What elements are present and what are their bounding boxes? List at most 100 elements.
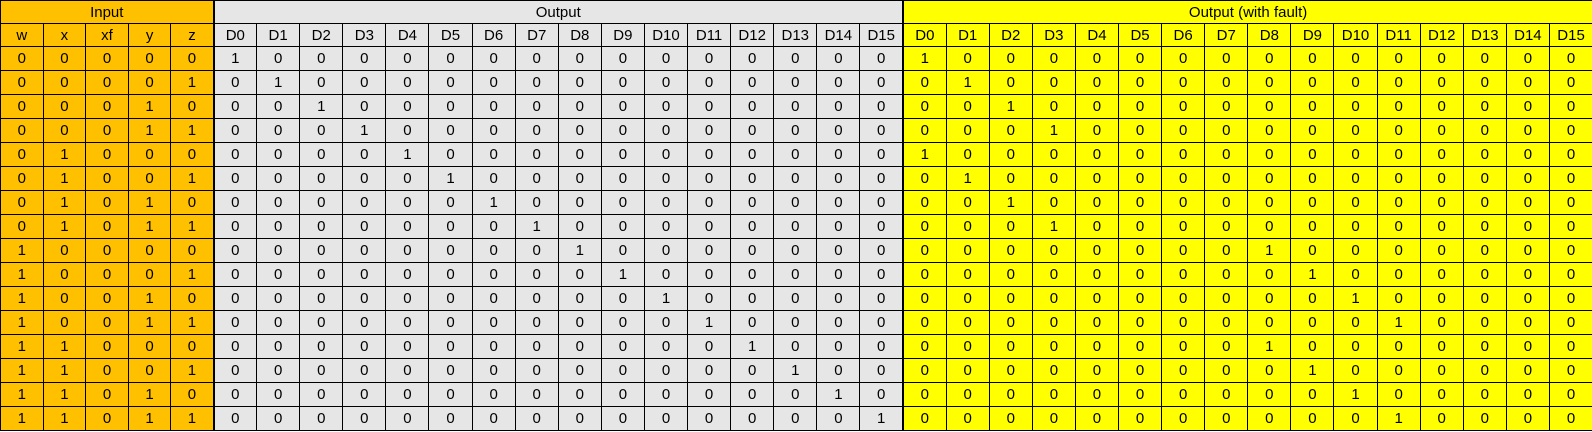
input-cell: 0 (85, 166, 129, 191)
output-cell: 0 (342, 190, 387, 215)
output-cell: 0 (643, 166, 689, 191)
fault-header-d7: D7 (1204, 23, 1249, 47)
output-cell: 0 (471, 46, 516, 71)
output-cell: 0 (299, 238, 344, 263)
output-cell: 0 (256, 166, 301, 191)
fault-cell: 0 (1031, 334, 1076, 359)
output-cell: 0 (514, 334, 559, 359)
input-cell: 1 (42, 358, 87, 383)
output-cell: 0 (212, 190, 258, 215)
fault-cell: 0 (1247, 118, 1292, 143)
input-cell: 0 (85, 358, 129, 383)
output-cell: 0 (385, 358, 430, 383)
input-cell: 1 (170, 214, 214, 239)
output-cell: 0 (773, 406, 818, 431)
fault-cell: 0 (1074, 286, 1120, 311)
fault-header-d14: D14 (1505, 23, 1550, 47)
fault-cell: 0 (1462, 262, 1507, 287)
output-cell: 0 (816, 310, 861, 335)
output-cell: 0 (730, 46, 775, 71)
output-cell: 0 (859, 286, 904, 311)
output-header-d4: D4 (385, 23, 430, 47)
input-cell: 0 (85, 70, 129, 95)
fault-cell: 0 (1074, 238, 1120, 263)
fault-cell: 0 (1419, 118, 1464, 143)
fault-cell: 1 (1376, 406, 1421, 431)
output-cell: 0 (212, 262, 258, 287)
output-cell: 0 (687, 358, 732, 383)
fault-cell: 0 (1548, 406, 1592, 431)
output-cell: 0 (643, 238, 689, 263)
fault-cell: 0 (1161, 190, 1206, 215)
input-cell: 0 (85, 334, 129, 359)
output-cell: 0 (428, 70, 473, 95)
output-cell: 0 (643, 382, 689, 407)
fault-cell: 0 (945, 334, 990, 359)
fault-cell: 0 (1462, 118, 1507, 143)
output-cell: 0 (773, 190, 818, 215)
output-cell: 0 (730, 310, 775, 335)
fault-cell: 0 (1376, 46, 1421, 71)
input-cell: 0 (85, 286, 129, 311)
output-cell: 0 (859, 382, 904, 407)
output-cell: 0 (687, 334, 732, 359)
fault-cell: 0 (945, 382, 990, 407)
fault-cell: 0 (1462, 310, 1507, 335)
fault-cell: 0 (1505, 70, 1550, 95)
fault-cell: 0 (1419, 286, 1464, 311)
fault-header-d6: D6 (1161, 23, 1206, 47)
output-cell: 0 (600, 406, 645, 431)
output-cell: 0 (385, 118, 430, 143)
output-header-d9: D9 (600, 23, 645, 47)
output-cell: 0 (643, 190, 689, 215)
fault-cell: 0 (945, 262, 990, 287)
output-cell: 0 (773, 70, 818, 95)
fault-cell: 1 (988, 94, 1033, 119)
output-header-d12: D12 (730, 23, 775, 47)
output-group-header: Output (212, 0, 904, 24)
fault-cell: 0 (1462, 190, 1507, 215)
input-cell: 0 (127, 238, 172, 263)
input-header-y: y (127, 23, 172, 47)
output-header-d7: D7 (514, 23, 559, 47)
fault-cell: 0 (945, 94, 990, 119)
fault-cell: 0 (988, 406, 1033, 431)
input-cell: 0 (170, 142, 214, 167)
output-cell: 0 (514, 406, 559, 431)
fault-cell: 0 (902, 214, 947, 239)
fault-cell: 0 (1117, 142, 1163, 167)
fault-cell: 0 (1204, 310, 1249, 335)
output-cell: 0 (471, 358, 516, 383)
fault-cell: 0 (1548, 238, 1592, 263)
output-header-d0: D0 (212, 23, 258, 47)
input-header-z: z (170, 23, 214, 47)
output-cell: 0 (730, 166, 775, 191)
fault-cell: 0 (1074, 310, 1120, 335)
output-cell: 0 (859, 70, 904, 95)
output-cell: 0 (557, 358, 602, 383)
output-cell: 0 (385, 334, 430, 359)
fault-cell: 0 (1247, 262, 1292, 287)
fault-header-d4: D4 (1074, 23, 1120, 47)
fault-cell: 0 (1247, 190, 1292, 215)
output-cell: 0 (471, 118, 516, 143)
output-cell: 0 (643, 118, 689, 143)
fault-cell: 0 (1074, 142, 1120, 167)
output-cell: 0 (643, 310, 689, 335)
fault-cell: 0 (1505, 382, 1550, 407)
fault-cell: 0 (902, 166, 947, 191)
output-cell: 0 (471, 94, 516, 119)
fault-cell: 0 (1290, 286, 1335, 311)
fault-cell: 0 (945, 286, 990, 311)
output-cell: 0 (428, 142, 473, 167)
input-cell: 0 (42, 262, 87, 287)
output-cell: 0 (600, 190, 645, 215)
input-cell: 0 (127, 142, 172, 167)
fault-cell: 0 (1462, 358, 1507, 383)
fault-cell: 0 (1204, 334, 1249, 359)
output-cell: 0 (471, 166, 516, 191)
input-cell: 0 (0, 70, 44, 95)
